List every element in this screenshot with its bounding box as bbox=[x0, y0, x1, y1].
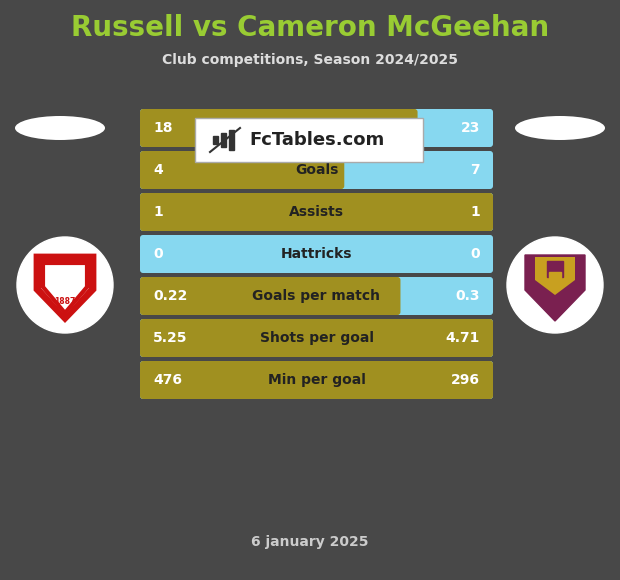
FancyBboxPatch shape bbox=[140, 193, 493, 231]
Text: 23: 23 bbox=[461, 121, 480, 135]
Bar bbox=[213, 136, 218, 144]
Text: Hattricks: Hattricks bbox=[281, 247, 352, 261]
Circle shape bbox=[507, 237, 603, 333]
Text: 18: 18 bbox=[153, 121, 172, 135]
Text: Assists: Assists bbox=[289, 205, 344, 219]
PathPatch shape bbox=[41, 261, 89, 315]
Text: 0.22: 0.22 bbox=[153, 289, 187, 303]
Text: 0: 0 bbox=[471, 247, 480, 261]
Text: 6 january 2025: 6 january 2025 bbox=[251, 535, 369, 549]
FancyBboxPatch shape bbox=[140, 151, 344, 189]
Bar bbox=[549, 272, 561, 280]
FancyBboxPatch shape bbox=[140, 319, 493, 357]
Text: 1: 1 bbox=[153, 205, 162, 219]
Text: Min per goal: Min per goal bbox=[268, 373, 365, 387]
Text: 476: 476 bbox=[153, 373, 182, 387]
Ellipse shape bbox=[515, 116, 605, 140]
Text: 1: 1 bbox=[470, 205, 480, 219]
Circle shape bbox=[17, 237, 113, 333]
Text: 4: 4 bbox=[153, 163, 162, 177]
Text: 5.25: 5.25 bbox=[153, 331, 187, 345]
FancyBboxPatch shape bbox=[140, 109, 417, 147]
Text: Shots per goal: Shots per goal bbox=[260, 331, 373, 345]
Ellipse shape bbox=[15, 116, 105, 140]
Text: 0: 0 bbox=[153, 247, 162, 261]
FancyBboxPatch shape bbox=[140, 193, 493, 231]
PathPatch shape bbox=[525, 255, 585, 321]
FancyBboxPatch shape bbox=[195, 118, 423, 162]
Text: Goals: Goals bbox=[295, 163, 338, 177]
FancyBboxPatch shape bbox=[140, 361, 493, 399]
Text: 4.71: 4.71 bbox=[446, 331, 480, 345]
FancyBboxPatch shape bbox=[140, 109, 493, 147]
Text: Russell vs Cameron McGeehan: Russell vs Cameron McGeehan bbox=[71, 14, 549, 42]
FancyBboxPatch shape bbox=[140, 277, 401, 315]
Bar bbox=[547, 261, 563, 277]
Text: 0.3: 0.3 bbox=[456, 289, 480, 303]
PathPatch shape bbox=[535, 257, 575, 295]
PathPatch shape bbox=[35, 255, 95, 321]
Bar bbox=[229, 130, 234, 150]
FancyBboxPatch shape bbox=[140, 235, 493, 273]
Text: 296: 296 bbox=[451, 373, 480, 387]
Text: Goals per match: Goals per match bbox=[252, 289, 381, 303]
FancyBboxPatch shape bbox=[140, 277, 493, 315]
FancyBboxPatch shape bbox=[140, 361, 493, 399]
Text: Club competitions, Season 2024/2025: Club competitions, Season 2024/2025 bbox=[162, 53, 458, 67]
Text: FcTables.com: FcTables.com bbox=[249, 131, 384, 149]
Text: 1887: 1887 bbox=[55, 296, 76, 306]
FancyBboxPatch shape bbox=[140, 151, 493, 189]
Bar bbox=[221, 133, 226, 147]
FancyBboxPatch shape bbox=[140, 319, 493, 357]
Text: Matches: Matches bbox=[283, 121, 350, 135]
Text: 7: 7 bbox=[471, 163, 480, 177]
